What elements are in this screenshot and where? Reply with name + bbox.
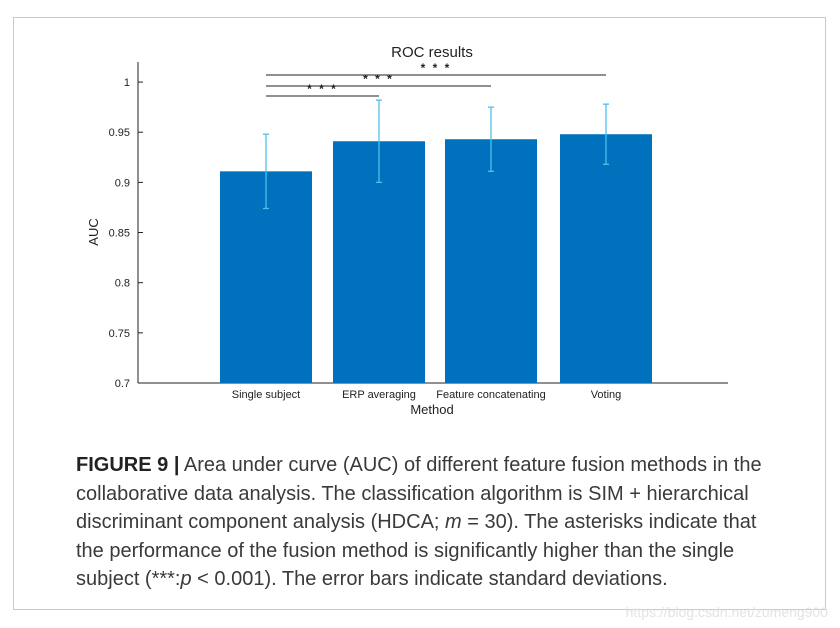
y-tick-label: 1: [124, 77, 130, 89]
y-tick-label: 0.85: [109, 228, 130, 240]
chart-error-bars: [263, 99, 609, 210]
caption-p-symbol: p: [180, 568, 192, 590]
x-tick-label: Voting: [591, 389, 622, 401]
caption-text-1: Area under curve (AUC) of different feat…: [76, 454, 762, 533]
figure-caption: FIGURE 9 | Area under curve (AUC) of dif…: [76, 451, 776, 594]
x-axis-label: Method: [410, 402, 453, 417]
bar: [445, 139, 537, 383]
caption-m-symbol: m: [445, 511, 462, 533]
watermark: https://blog.csdn.net/zumeng900: [625, 604, 828, 620]
bar: [560, 134, 652, 383]
y-tick-label: 0.7: [115, 378, 130, 390]
y-tick-label: 0.9: [115, 177, 130, 189]
y-tick-label: 0.75: [109, 328, 130, 340]
y-tick-label: 0.95: [109, 127, 130, 139]
figure-label: FIGURE 9: [76, 454, 169, 476]
significance-brackets: * * * * * * * * *: [266, 61, 606, 97]
y-tick-label: 0.8: [115, 278, 130, 290]
significance-asterisks: * * *: [363, 72, 394, 86]
caption-separator: |: [173, 454, 180, 476]
chart-title: ROC results: [391, 44, 473, 61]
x-tick-label: Single subject: [232, 389, 301, 401]
significance-asterisks: * * *: [307, 82, 338, 96]
x-tick-label: ERP averaging: [342, 389, 416, 401]
significance-asterisks: * * *: [421, 61, 452, 75]
chart-bars: [220, 134, 652, 383]
auc-bar-chart: 0.7 0.75 0.8 0.85 0.9 0.95 1 Single subject ERP …: [86, 44, 728, 417]
caption-text-2: = 30). The asterisks indicate that the p…: [76, 511, 757, 590]
x-tick-label: Feature concatenating: [436, 389, 545, 401]
caption-text-3: < 0.001). The error bars indicate standa…: [191, 568, 668, 590]
y-axis-label: AUC: [86, 218, 101, 245]
